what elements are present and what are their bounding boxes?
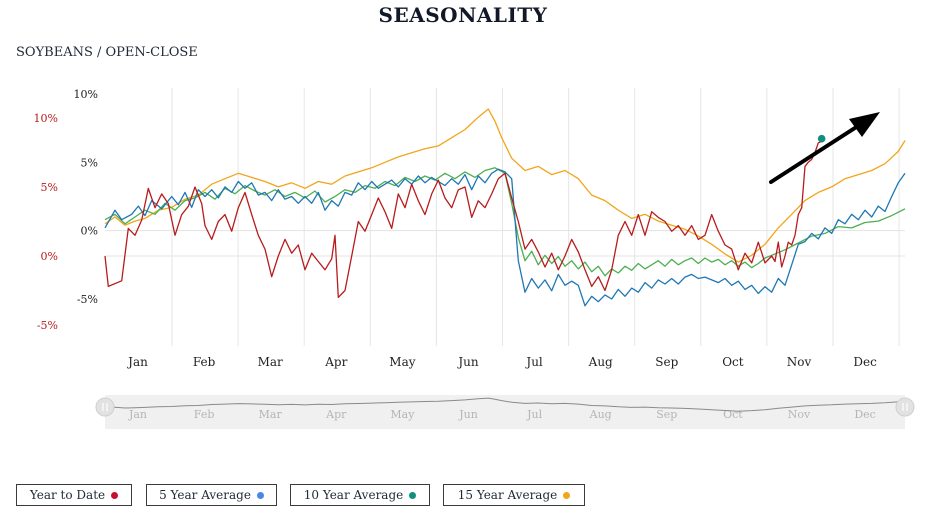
series-line-y15 [104, 108, 906, 263]
x-axis-month-label: Aug [588, 355, 613, 369]
right-axis-tick-label: 0% [81, 225, 98, 238]
x-axis-month-label: Oct [722, 355, 744, 369]
legend-label: Year to Date [29, 488, 106, 502]
legend-label: 15 Year Average [457, 488, 558, 502]
legend-10-year-average[interactable]: 10 Year Average [290, 484, 430, 506]
seasonality-chart: 10% 5% 0% -5% 10% 5% 0% -5% Jan Feb Mar Apr May Jun Ju… [34, 88, 915, 429]
legend-label: 10 Year Average [303, 488, 404, 502]
navigator-month-label: Jan [128, 408, 147, 421]
legend-dot-icon [409, 491, 417, 499]
navigator-month-label: Apr [325, 408, 347, 421]
navigator-month-label: Mar [259, 408, 283, 421]
navigator-month-label: Feb [194, 408, 215, 421]
navigator-month-label: Jul [526, 408, 542, 421]
right-axis-tick-label: 10% [74, 88, 98, 101]
left-axis-tick-label: -5% [37, 319, 58, 332]
series-line-y5 [104, 168, 906, 307]
navigator-month-label: Sep [656, 408, 677, 421]
ytd-end-marker [817, 134, 826, 143]
x-axis-month-label: Sep [655, 355, 678, 369]
left-axis-tick-label: 5% [41, 181, 58, 194]
x-axis-month-label: Jul [524, 355, 543, 369]
right-axis-tick-label: 5% [81, 156, 98, 169]
chart-subtitle: SOYBEANS / OPEN-CLOSE [16, 45, 198, 60]
x-axis-month-label: Jan [126, 355, 148, 369]
legend-dot-icon [256, 491, 264, 499]
legend-5-year-average[interactable]: 5 Year Average [146, 484, 277, 506]
series-line-y10 [104, 167, 906, 277]
legend-year-to-date[interactable]: Year to Date [16, 484, 132, 506]
legend-15-year-average[interactable]: 15 Year Average [443, 484, 585, 506]
annotation-arrow-head [849, 112, 880, 137]
chart-title: SEASONALITY [378, 3, 548, 27]
x-axis-month-label: Apr [324, 355, 347, 369]
navigator-month-label: Nov [788, 408, 811, 421]
x-axis-month-label: May [389, 355, 415, 369]
legend-dot-icon [111, 491, 119, 499]
navigator-month-label: Jun [458, 408, 478, 421]
x-axis-month-label: Jun [456, 355, 479, 369]
navigator-line [104, 397, 906, 412]
right-axis-tick-label: -5% [77, 293, 98, 306]
legend-dot-icon [563, 491, 571, 499]
series-line-ytd [104, 140, 822, 299]
navigator-month-label: Oct [723, 408, 743, 421]
annotation-arrow-shaft [769, 124, 860, 184]
navigator-month-label: May [390, 408, 415, 421]
x-axis-month-label: Mar [258, 355, 283, 369]
navigator-month-label: Dec [854, 408, 876, 421]
navigator-left-handle[interactable] [95, 397, 115, 417]
navigator-background [105, 395, 905, 429]
x-axis-month-label: Dec [853, 355, 877, 369]
left-axis-tick-label: 10% [34, 112, 58, 125]
x-axis-month-label: Nov [787, 355, 812, 369]
left-axis-tick-label: 0% [41, 250, 58, 263]
navigator-right-handle[interactable] [895, 397, 915, 417]
navigator-month-label: Aug [589, 408, 612, 421]
legend-label: 5 Year Average [159, 488, 251, 502]
x-axis-month-label: Feb [193, 355, 216, 369]
